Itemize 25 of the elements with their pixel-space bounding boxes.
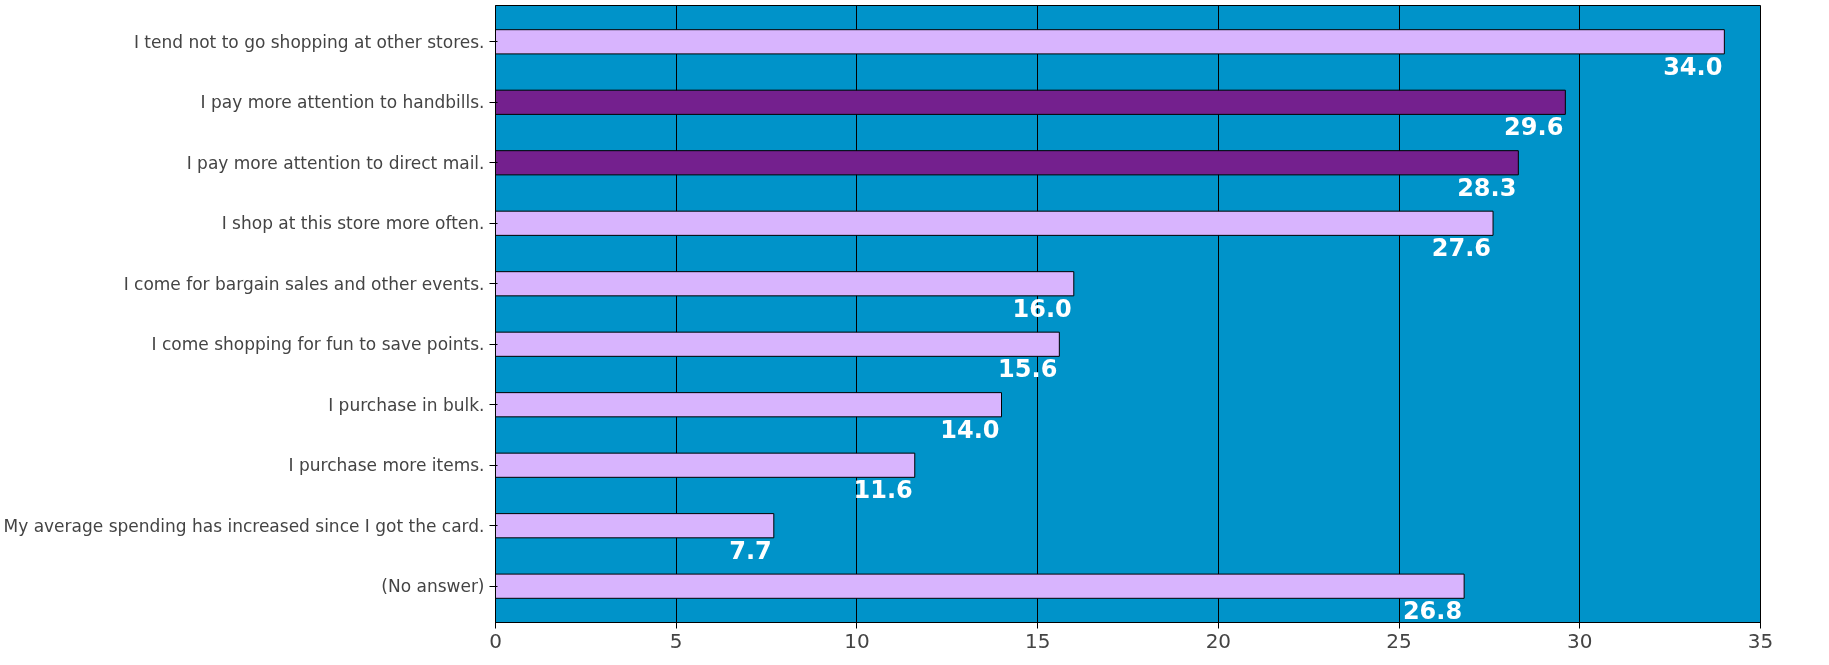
y-tick-label: My average spending has increased since I got the card. <box>3 515 485 536</box>
y-tick-label: I come shopping for fun to save points. <box>151 334 485 355</box>
y-tick-label: (No answer) <box>381 576 485 597</box>
x-tick-label: 20 <box>1205 628 1232 653</box>
x-tick-label: 5 <box>669 628 683 653</box>
x-tick-label: 15 <box>1024 628 1051 653</box>
data-label: 7.7 <box>729 536 772 565</box>
data-label: 28.3 <box>1457 173 1517 202</box>
y-tick-label: I shop at this store more often. <box>221 213 485 234</box>
data-label: 14.0 <box>940 415 1000 444</box>
y-tick-label: I purchase more items. <box>288 455 485 476</box>
y-tick-label: I come for bargain sales and other events. <box>123 273 485 294</box>
y-tick-label: I purchase in bulk. <box>328 394 485 415</box>
y-tick-label: I tend not to go shopping at other stores. <box>133 31 485 52</box>
data-label: 26.8 <box>1402 597 1463 626</box>
x-tick-label: 25 <box>1386 628 1412 653</box>
data-label: 34.0 <box>1663 52 1723 81</box>
x-tick-label: 35 <box>1747 628 1774 653</box>
x-tick-label: 10 <box>844 628 870 653</box>
y-tick-label: I pay more attention to handbills. <box>200 92 485 113</box>
data-label: 29.6 <box>1504 113 1564 142</box>
x-tick-label: 0 <box>489 628 502 653</box>
x-tick-label: 30 <box>1567 628 1593 653</box>
y-tick-label: I pay more attention to direct mail. <box>186 152 485 173</box>
data-label: 27.6 <box>1431 234 1492 263</box>
